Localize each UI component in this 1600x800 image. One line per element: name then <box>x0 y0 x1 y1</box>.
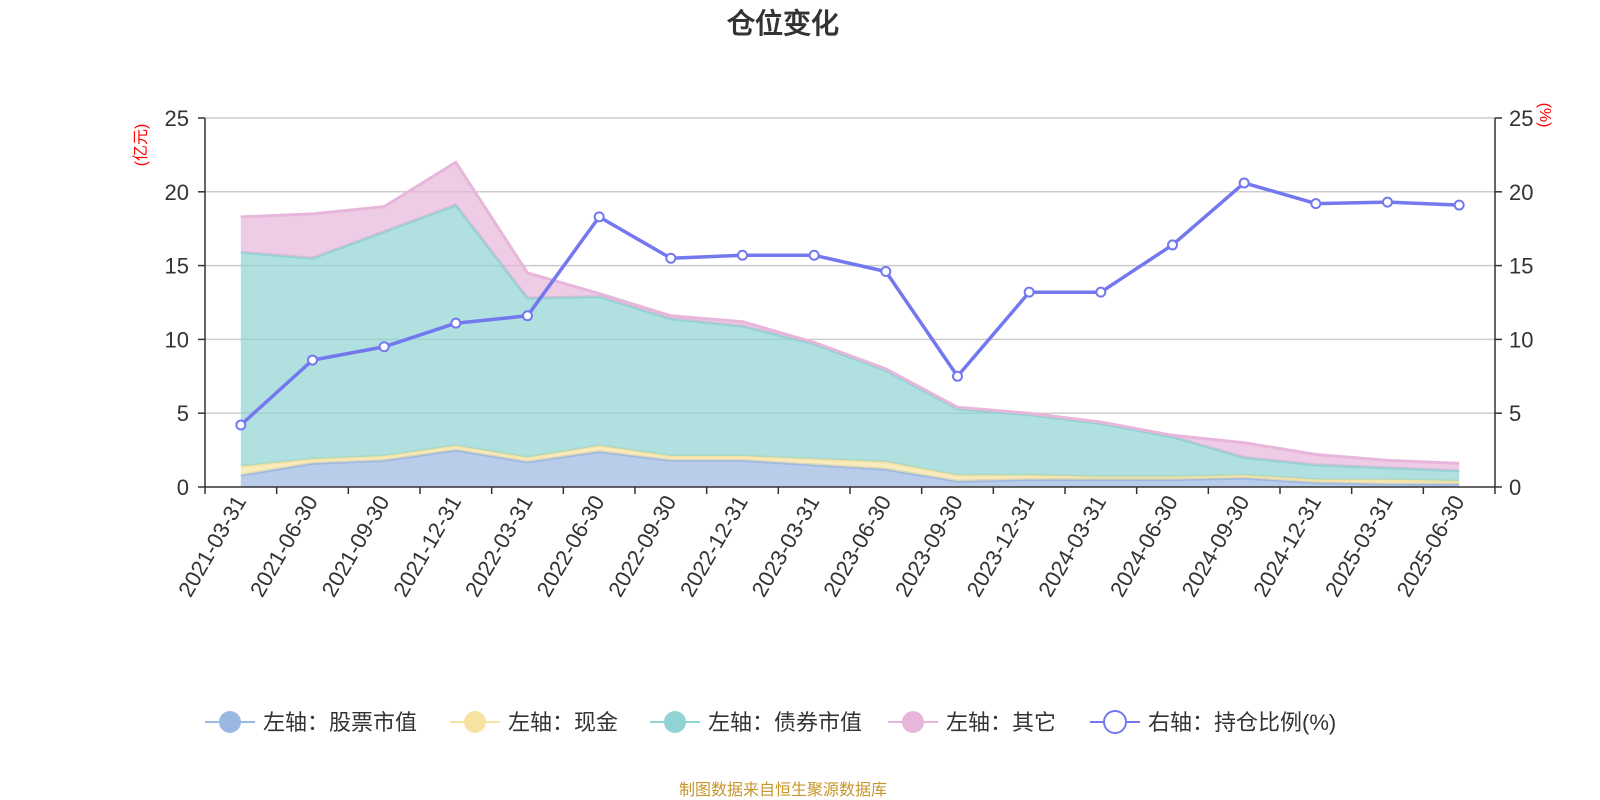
y-tick-label-left: 25 <box>165 106 189 131</box>
legend: 左轴：股票市值 左轴：现金 左轴：债券市值 左轴：其它 右轴：持仓比例(%) <box>205 710 1336 735</box>
y-tick-label-left: 5 <box>177 401 189 426</box>
legend-label: 左轴：股票市值 <box>263 710 417 735</box>
x-tick-label: 2022-09-30 <box>603 491 681 601</box>
ratio-line-series <box>235 177 1465 431</box>
ratio-point <box>665 252 677 264</box>
ratio-point <box>1095 286 1107 298</box>
ratio-point <box>808 249 820 261</box>
y-tick-label-left: 20 <box>165 180 189 205</box>
ratio-point <box>450 317 462 329</box>
x-tick-label: 2023-12-31 <box>962 491 1040 601</box>
ratio-point <box>378 341 390 353</box>
x-tick-label: 2023-09-30 <box>890 491 968 601</box>
x-tick-label: 2023-06-30 <box>818 491 896 601</box>
y-tick-label-right: 10 <box>1509 327 1533 352</box>
legend-label: 左轴：债券市值 <box>708 710 862 735</box>
ratio-point <box>1382 196 1393 208</box>
legend-label: 左轴：其它 <box>946 710 1056 735</box>
ratio-point <box>1310 198 1322 210</box>
y-tick-label-right: 5 <box>1509 401 1521 426</box>
legend-circle-icon <box>902 711 924 733</box>
area-series <box>240 160 1460 487</box>
legend-circle-icon <box>219 711 241 733</box>
ratio-point <box>522 310 533 322</box>
y-tick-label-right: 20 <box>1509 180 1533 205</box>
ratio-point <box>737 249 748 261</box>
x-tick-label: 2024-09-30 <box>1177 491 1255 601</box>
x-tick-label: 2025-03-31 <box>1320 491 1398 601</box>
chart-title: 仓位变化 <box>727 7 839 39</box>
x-tick-label: 2025-06-30 <box>1392 491 1470 601</box>
ratio-point <box>1023 286 1035 298</box>
x-tick-label: 2024-03-31 <box>1033 491 1111 601</box>
x-tick-label: 2021-12-31 <box>388 491 466 601</box>
x-tick-label: 2021-09-30 <box>317 491 395 601</box>
y-tick-label-left: 10 <box>165 327 189 352</box>
x-tick-label: 2021-03-31 <box>173 491 251 601</box>
legend-circle-icon <box>1103 710 1127 734</box>
ratio-point <box>952 370 963 382</box>
right-axis-unit: (%) <box>1536 103 1553 128</box>
x-tick-label: 2022-12-31 <box>675 491 753 601</box>
x-tick-label: 2021-06-30 <box>245 491 323 601</box>
area-8fd3d3 <box>240 205 1460 482</box>
x-tick-label: 2024-06-30 <box>1105 491 1183 601</box>
x-tick-label: 2022-06-30 <box>532 491 610 601</box>
ratio-point <box>880 266 892 278</box>
ratio-point <box>593 211 605 223</box>
ratio-point <box>1167 239 1178 251</box>
ratio-point <box>1238 177 1250 189</box>
area-top-line <box>240 160 1460 465</box>
legend-label: 右轴：持仓比例(%) <box>1148 710 1336 735</box>
left-axis-unit: (亿元) <box>132 124 150 167</box>
ratio-point <box>1453 199 1465 211</box>
x-tick-label: 2023-03-31 <box>747 491 825 601</box>
legend-circle-icon <box>464 711 486 733</box>
legend-label: 左轴：现金 <box>508 710 618 735</box>
y-tick-label-right: 25 <box>1509 106 1533 131</box>
legend-circle-icon <box>664 711 686 733</box>
y-tick-label-right: 0 <box>1509 475 1521 500</box>
ratio-point <box>307 354 318 366</box>
ratio-line <box>239 181 1460 427</box>
x-tick-label: 2024-12-31 <box>1248 491 1326 601</box>
x-tick-label: 2022-03-31 <box>460 491 538 601</box>
y-tick-label-left: 15 <box>165 254 189 279</box>
y-tick-label-left: 0 <box>177 475 189 500</box>
data-source-note: 制图数据来自恒生聚源数据库 <box>679 781 887 799</box>
y-tick-label-right: 15 <box>1509 254 1533 279</box>
ratio-point <box>235 419 247 431</box>
